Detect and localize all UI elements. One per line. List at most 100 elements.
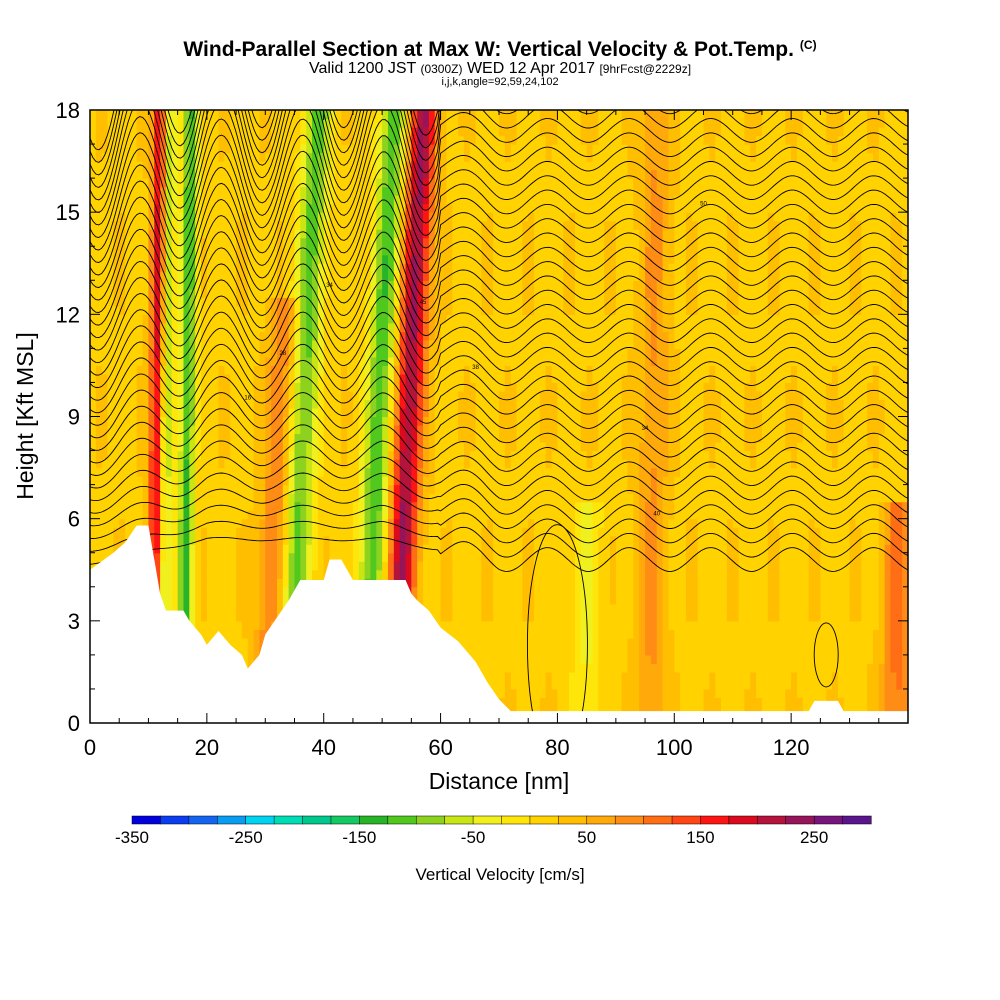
field-cell: [241, 586, 249, 596]
field-cell: [218, 288, 225, 298]
field-cell: [276, 416, 284, 426]
field-cell: [218, 552, 225, 562]
field-cell: [259, 407, 266, 418]
field-cell: [230, 280, 237, 290]
field-cell: [463, 314, 471, 324]
field-cell: [347, 135, 354, 145]
field-cell: [475, 314, 483, 324]
field-cell: [177, 144, 185, 154]
field-cell: [148, 518, 155, 528]
field-cell: [212, 356, 220, 367]
field-cell: [358, 280, 366, 290]
field-cell: [440, 237, 448, 247]
field-cell: [125, 220, 132, 230]
field-cell: [481, 220, 488, 230]
field-cell: [387, 459, 395, 469]
field-cell: [452, 603, 459, 613]
field-cell: [259, 271, 266, 281]
field-cell: [119, 348, 126, 358]
field-cell: [481, 484, 488, 494]
field-cell: [136, 178, 144, 188]
field-cell: [247, 271, 255, 281]
field-cell: [335, 135, 342, 145]
field-cell: [195, 348, 202, 358]
field-cell: [306, 237, 313, 247]
field-cell: [387, 127, 395, 137]
field-cell: [271, 305, 278, 315]
field-cell: [201, 501, 208, 511]
field-cell: [160, 493, 167, 503]
field-cell: [423, 399, 430, 409]
field-cell: [417, 186, 424, 196]
field-cell: [101, 476, 109, 486]
field-cell: [452, 305, 459, 315]
field-cell: [463, 382, 471, 392]
field-cell: [107, 365, 114, 375]
field-cell: [241, 212, 249, 222]
field-cell: [323, 450, 331, 460]
field-cell: [475, 127, 483, 137]
field-cell: [317, 263, 325, 273]
field-cell: [142, 271, 150, 281]
field-cell: [230, 527, 237, 537]
field-cell: [393, 365, 401, 375]
field-cell: [434, 246, 442, 256]
field-cell: [329, 484, 336, 494]
field-cell: [428, 356, 436, 367]
field-cell: [259, 442, 266, 452]
field-cell: [101, 450, 109, 460]
field-cell: [317, 442, 325, 452]
field-cell: [358, 501, 366, 511]
field-cell: [224, 271, 231, 281]
field-cell: [423, 493, 430, 503]
field-cell: [259, 254, 266, 264]
field-cell: [458, 288, 465, 298]
field-cell: [463, 501, 471, 511]
field-cell: [165, 561, 173, 571]
field-cell: [236, 382, 243, 392]
field-cell: [382, 459, 389, 469]
field-cell: [212, 254, 220, 264]
field-cell: [393, 484, 401, 494]
field-cell: [160, 229, 167, 239]
field-cell: [358, 535, 366, 545]
field-cell: [177, 544, 185, 554]
field-cell: [136, 467, 144, 477]
field-cell: [271, 161, 278, 171]
field-cell: [95, 178, 103, 188]
field-cell: [130, 425, 138, 435]
field-cell: [323, 493, 331, 503]
field-cell: [423, 595, 430, 605]
field-cell: [154, 433, 161, 443]
field-cell: [107, 510, 114, 520]
field-cell: [428, 280, 436, 290]
field-cell: [271, 365, 278, 375]
field-cell: [177, 110, 185, 120]
field-cell: [440, 195, 448, 205]
field-cell: [95, 348, 103, 358]
field-cell: [487, 629, 494, 639]
field-cell: [370, 144, 377, 154]
field-cell: [230, 348, 237, 358]
field-cell: [271, 561, 278, 571]
valid-utc: (0300Z): [420, 62, 463, 76]
field-cell: [352, 501, 360, 511]
field-cell: [306, 493, 313, 503]
field-cell: [358, 348, 366, 358]
field-cell: [347, 348, 354, 358]
field-cell: [300, 407, 307, 418]
field-cell: [434, 373, 442, 384]
field-cell: [90, 118, 97, 128]
field-cell: [428, 493, 436, 503]
field-cell: [475, 595, 483, 605]
field-cell: [253, 535, 261, 545]
field-cell: [183, 212, 190, 222]
field-cell: [265, 110, 272, 120]
field-cell: [405, 186, 412, 196]
field-cell: [253, 467, 261, 477]
field-cell: [387, 382, 395, 392]
field-cell: [101, 186, 109, 196]
field-cell: [452, 569, 459, 579]
field-cell: [241, 365, 249, 375]
field-cell: [165, 586, 173, 596]
